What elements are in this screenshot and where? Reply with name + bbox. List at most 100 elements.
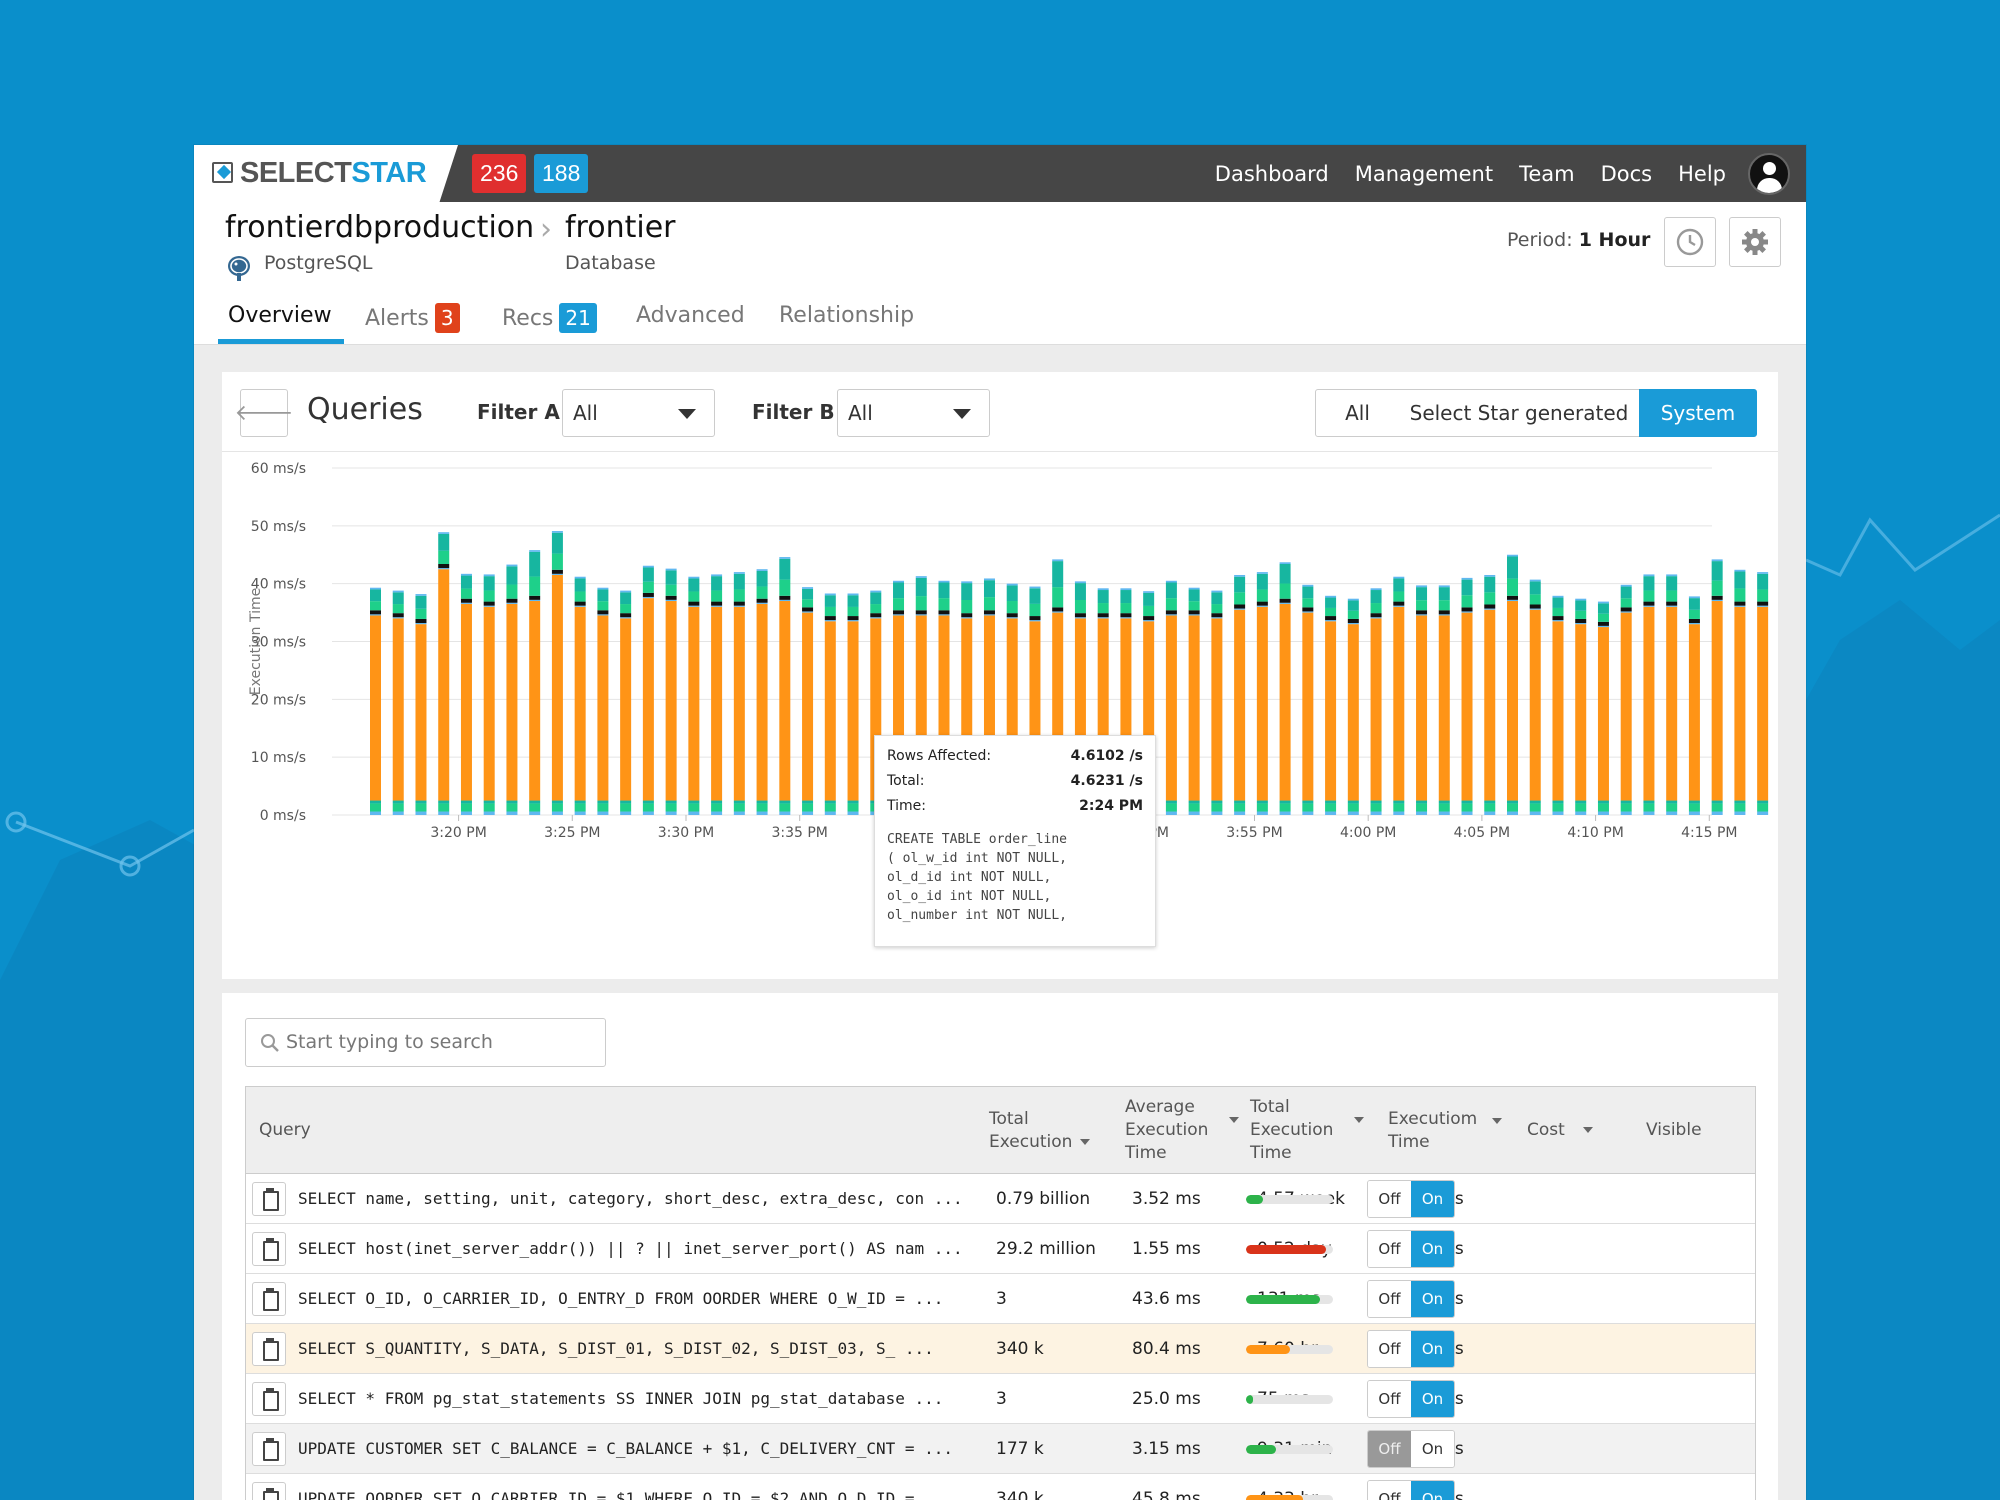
history-button[interactable]	[1664, 217, 1716, 267]
bar-segment-blue	[870, 590, 882, 593]
tab-recs[interactable]: Recs 21	[502, 303, 597, 333]
query-text[interactable]: SELECT host(inet_server_addr()) || ? || …	[298, 1239, 963, 1258]
table-row[interactable]: UPDATE OORDER SET O_CARRIER_ID = $1 WHER…	[246, 1474, 1755, 1500]
bar-segment-teal	[392, 592, 404, 605]
header-execution-time[interactable]: Executiom Time	[1388, 1108, 1502, 1154]
visibility-toggle[interactable]: Off On	[1367, 1280, 1455, 1318]
db-name[interactable]: frontierdbproduction	[225, 210, 535, 245]
header-query[interactable]: Query	[259, 1120, 311, 1140]
visibility-toggle[interactable]: Off On	[1367, 1430, 1455, 1468]
filter-a-select[interactable]: All	[562, 389, 715, 437]
tab-relationship[interactable]: Relationship	[779, 303, 915, 328]
table-row[interactable]: SELECT S_QUANTITY, S_DATA, S_DIST_01, S_…	[246, 1324, 1755, 1374]
query-text[interactable]: SELECT name, setting, unit, category, sh…	[298, 1189, 963, 1208]
bar-segment-teal	[1211, 800, 1223, 804]
bar-segment-green	[438, 803, 450, 812]
copy-query-icon[interactable]	[252, 1232, 286, 1266]
table-row[interactable]: SELECT host(inet_server_addr()) || ? || …	[246, 1224, 1755, 1274]
table-row[interactable]: SELECT name, setting, unit, category, sh…	[246, 1174, 1755, 1224]
toggle-on[interactable]: On	[1411, 1231, 1454, 1267]
query-text[interactable]: SELECT * FROM pg_stat_statements SS INNE…	[298, 1389, 944, 1408]
toggle-off[interactable]: Off	[1368, 1181, 1411, 1217]
bar-segment-teal	[824, 800, 836, 804]
execution-time-chart[interactable]: 0 ms/s 10 ms/s 20 ms/s 30 ms/s 40 ms/s 50 ms/…	[222, 452, 1778, 979]
header-total-execution-time[interactable]: Total Execution Time	[1250, 1096, 1364, 1165]
y-tick-label: 20 ms/s	[251, 692, 306, 708]
user-avatar-icon[interactable]	[1748, 153, 1790, 195]
bar-segment-teal	[1438, 800, 1450, 804]
bar-segment-orange	[1552, 621, 1564, 801]
bar-segment-teal	[1302, 800, 1314, 804]
visibility-toggle[interactable]: Off On	[1367, 1480, 1455, 1500]
nav-help[interactable]: Help	[1678, 161, 1726, 186]
copy-query-icon[interactable]	[252, 1432, 286, 1466]
bar-segment-blue	[1643, 574, 1655, 577]
recs-count-badge[interactable]: 188	[534, 154, 589, 193]
bar-segment-green	[597, 803, 609, 812]
visibility-toggle[interactable]: Off On	[1367, 1380, 1455, 1418]
tab-alerts[interactable]: Alerts 3	[365, 303, 460, 333]
toggle-off[interactable]: Off	[1368, 1381, 1411, 1417]
visibility-toggle[interactable]: Off On	[1367, 1330, 1455, 1368]
visibility-toggle[interactable]: Off On	[1367, 1180, 1455, 1218]
tab-overview[interactable]: Overview	[228, 303, 332, 328]
period-display[interactable]: Period: 1 Hour	[1507, 229, 1650, 251]
segment-all[interactable]: All	[1315, 389, 1400, 437]
y-tick-label: 40 ms/s	[251, 577, 306, 593]
bar-segment-blue	[392, 590, 404, 593]
query-text[interactable]: UPDATE CUSTOMER SET C_BALANCE = C_BALANC…	[298, 1439, 954, 1458]
toggle-on[interactable]: On	[1411, 1481, 1454, 1500]
settings-button[interactable]	[1729, 217, 1781, 267]
segment-system[interactable]: System	[1639, 389, 1757, 437]
search-box[interactable]	[245, 1018, 606, 1067]
bar-segment-orange	[665, 601, 677, 801]
query-text[interactable]: SELECT O_ID, O_CARRIER_ID, O_ENTRY_D FRO…	[298, 1289, 944, 1308]
bar-segment-dark	[620, 613, 632, 618]
toggle-on[interactable]: On	[1411, 1381, 1454, 1417]
copy-query-icon[interactable]	[252, 1482, 286, 1500]
copy-query-icon[interactable]	[252, 1182, 286, 1216]
bar-segment-blue	[1757, 572, 1769, 574]
nav-team[interactable]: Team	[1519, 161, 1575, 186]
toggle-off[interactable]: Off	[1368, 1331, 1411, 1367]
bar-segment-green	[438, 550, 450, 565]
header-cost[interactable]: Cost	[1527, 1119, 1593, 1142]
back-button[interactable]: 🡐	[235, 389, 294, 437]
nav-management[interactable]: Management	[1354, 161, 1494, 186]
nav-dashboard[interactable]: Dashboard	[1214, 161, 1329, 186]
logo[interactable]: SELECTSTAR	[194, 145, 458, 202]
table-row[interactable]: SELECT * FROM pg_stat_statements SS INNE…	[246, 1374, 1755, 1424]
toggle-off[interactable]: Off	[1368, 1281, 1411, 1317]
bar-segment-orange	[460, 603, 472, 801]
bar-segment-orange	[642, 598, 654, 801]
copy-query-icon[interactable]	[252, 1282, 286, 1316]
toggle-off[interactable]: Off	[1368, 1481, 1411, 1500]
toggle-on[interactable]: On	[1411, 1331, 1454, 1367]
query-text[interactable]: SELECT S_QUANTITY, S_DATA, S_DIST_01, S_…	[298, 1339, 934, 1358]
bar-segment-blue	[1597, 811, 1609, 815]
filter-b-select[interactable]: All	[837, 389, 990, 437]
header-total-execution[interactable]: Total Execution	[989, 1108, 1091, 1154]
copy-query-icon[interactable]	[252, 1332, 286, 1366]
bar-segment-blue	[1552, 595, 1564, 598]
toggle-on[interactable]: On	[1411, 1431, 1454, 1467]
segment-select-star-generated[interactable]: Select Star generated	[1399, 389, 1640, 437]
toggle-on[interactable]: On	[1411, 1281, 1454, 1317]
header-average-execution-time[interactable]: Average Execution Time	[1125, 1096, 1239, 1165]
query-text[interactable]: UPDATE OORDER SET O_CARRIER_ID = $1 WHER…	[298, 1489, 954, 1500]
alerts-count-badge[interactable]: 236	[472, 154, 527, 193]
search-input[interactable]	[286, 1028, 586, 1056]
bar-segment-teal	[1211, 592, 1223, 605]
bar-segment-teal	[802, 800, 814, 804]
tab-advanced[interactable]: Advanced	[636, 303, 745, 328]
bar-segment-green	[483, 590, 495, 602]
toggle-on[interactable]: On	[1411, 1181, 1454, 1217]
copy-query-icon[interactable]	[252, 1382, 286, 1416]
toggle-off[interactable]: Off	[1368, 1231, 1411, 1267]
table-row[interactable]: UPDATE CUSTOMER SET C_BALANCE = C_BALANC…	[246, 1424, 1755, 1474]
visibility-toggle[interactable]: Off On	[1367, 1230, 1455, 1268]
toggle-off[interactable]: Off	[1368, 1431, 1411, 1467]
table-row[interactable]: SELECT O_ID, O_CARRIER_ID, O_ENTRY_D FRO…	[246, 1274, 1755, 1324]
nav-docs[interactable]: Docs	[1600, 161, 1653, 186]
bar-segment-blue	[1461, 811, 1473, 815]
